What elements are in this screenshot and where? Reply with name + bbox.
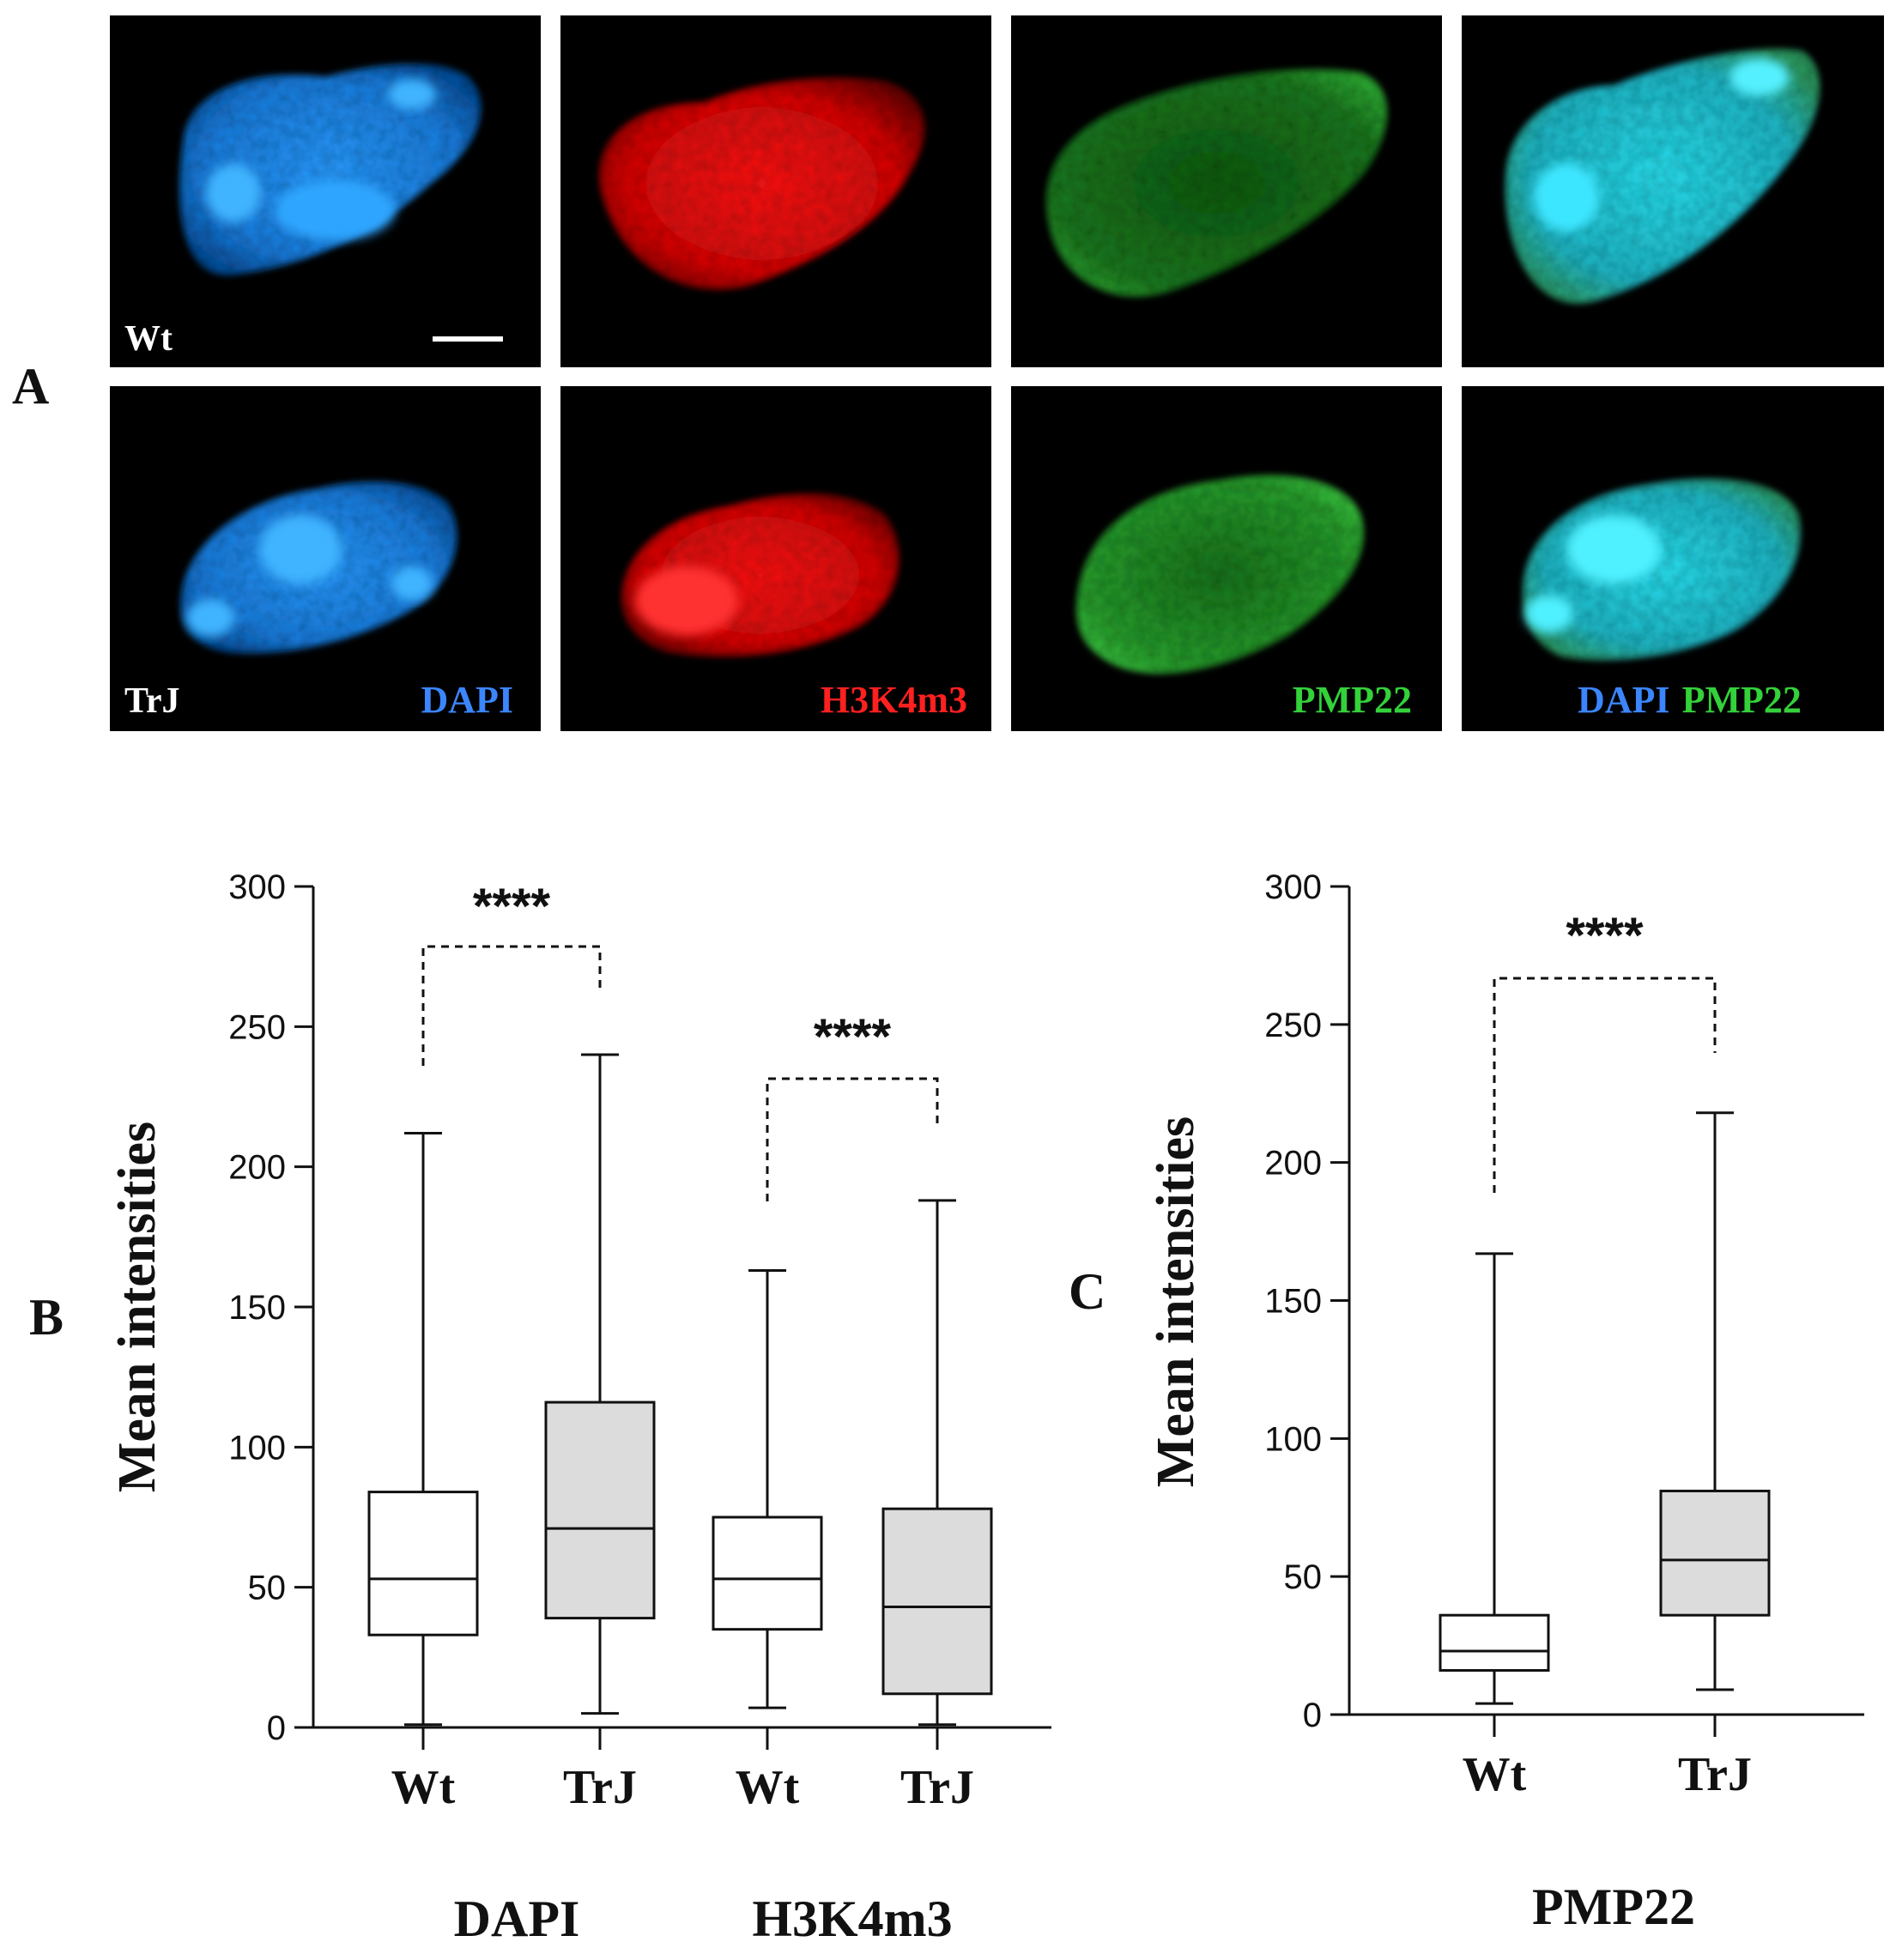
box-dapi-wt [367,1491,479,1636]
panel-label-c: C [1069,1263,1105,1320]
y-tick-label: 200 [1264,1145,1322,1183]
y-tick-label: 300 [1264,868,1322,906]
group-label: PMP22 [1532,1878,1695,1935]
micrograph-trj-h3k4m3 [560,386,991,731]
significance-bracket [766,1077,939,1201]
box-pmp22-wt [1439,1613,1550,1673]
micrograph-trj-merge [1462,386,1884,731]
row-label-wt: Wt [124,319,173,359]
merge-label-dapi: DAPI [1578,679,1670,721]
box-h3k4m3-trj [881,1507,993,1696]
significance-stars: **** [1566,908,1644,964]
y-tick-label: 150 [228,1289,286,1327]
x-category-label: TrJ [900,1761,974,1814]
panel-label-a: A [12,358,49,414]
row-label-trj: TrJ [124,681,180,721]
micrograph-wt-h3k4m3 [560,15,991,367]
scale-bar [433,336,503,342]
channel-label-dapi: DAPI [421,679,513,721]
y-axis-title: Mean intensities [1147,1116,1205,1487]
micrograph-trj-pmp22 [1011,386,1442,731]
micrograph-wt-dapi [110,15,541,367]
micrograph-wt-merge [1462,15,1884,367]
micrograph-wt-pmp22 [1011,15,1442,367]
plot-c-area: 0 50 100 150 200 250 300 Mean intensities Wt TrJ P… [1147,868,1864,1935]
micrograph-panel: A Wt [12,15,1884,731]
y-tick-label: 200 [228,1149,286,1187]
y-tick-label: 100 [1264,1420,1322,1458]
channel-label-merge: DAPI PMP22 [1578,679,1802,721]
y-tick-label: 50 [248,1570,287,1607]
significance-bracket [421,945,602,1066]
y-tick-label: 50 [1284,1558,1323,1596]
channel-label-pmp22: PMP22 [1293,679,1412,721]
y-tick-label: 0 [1303,1697,1322,1734]
plot-b-area: 0 50 100 150 200 250 300 Mean intensities Wt TrJ W… [108,868,1051,1947]
y-tick-label: 100 [228,1429,286,1467]
x-category-label: Wt [391,1761,456,1814]
y-tick-label: 0 [267,1709,286,1747]
y-tick-label: 250 [228,1008,286,1046]
x-category-label: TrJ [563,1761,637,1814]
group-label: H3K4m3 [752,1890,952,1947]
channel-label-h3k4m3: H3K4m3 [821,679,967,721]
y-axis-title: Mean intensities [108,1122,167,1492]
x-category-label: Wt [736,1761,800,1814]
x-category-label: TrJ [1678,1748,1752,1801]
y-tick-label: 250 [1264,1007,1322,1044]
merge-label-pmp22: PMP22 [1682,679,1802,721]
y-tick-label: 150 [1264,1283,1322,1321]
panel-label-b: B [29,1289,64,1346]
box-h3k4m3-wt [712,1515,823,1631]
significance-stars: **** [814,1009,892,1065]
x-category-label: Wt [1463,1748,1527,1801]
micrograph-trj-dapi [110,386,541,731]
box-dapi-trj [544,1400,656,1620]
group-label: DAPI [454,1890,580,1947]
significance-bracket [1493,977,1717,1193]
significance-stars: **** [473,879,551,935]
box-pmp22-trj [1659,1489,1771,1617]
y-tick-label: 300 [228,868,286,906]
